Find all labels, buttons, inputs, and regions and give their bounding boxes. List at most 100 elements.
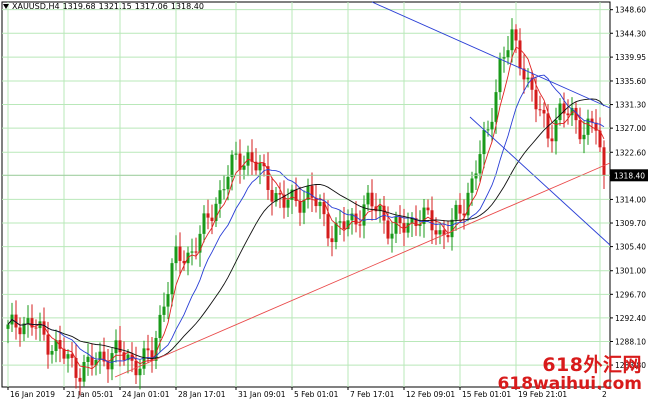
candle-body	[550, 138, 554, 142]
candle-body	[178, 246, 182, 261]
y-tick-label: 1348.60	[615, 6, 646, 15]
candle-body	[486, 129, 490, 131]
candle-body	[414, 218, 418, 226]
candle-body	[506, 50, 510, 58]
candle-body	[566, 113, 570, 116]
chart-menu-triangle-icon[interactable]	[3, 4, 9, 9]
y-tick-label: 1339.95	[615, 53, 646, 62]
candle-body	[166, 294, 170, 307]
candle-body	[466, 192, 470, 216]
candle-body	[114, 340, 118, 354]
candle-body	[82, 362, 86, 382]
support-trendline	[114, 162, 611, 378]
moving-average-mid-line	[7, 74, 605, 363]
candle-body	[258, 163, 262, 171]
candle-body	[226, 176, 230, 190]
y-tick-label: 1309.70	[615, 219, 646, 228]
candle-body	[510, 29, 514, 51]
candle-body	[254, 161, 258, 171]
candle-body	[322, 201, 326, 215]
candle-body	[446, 235, 450, 238]
candle-body	[374, 206, 378, 212]
candle-body	[274, 193, 278, 202]
candle-body	[310, 185, 314, 198]
candle-body	[298, 200, 302, 213]
candle-body	[46, 334, 50, 355]
candle-body	[250, 152, 254, 162]
plot-frame	[1, 1, 611, 388]
candle-body	[146, 348, 150, 351]
candle-body	[14, 314, 18, 328]
candle-body	[434, 230, 438, 235]
candle-body	[402, 223, 406, 233]
candle-body	[406, 223, 410, 233]
candle-body	[362, 204, 366, 226]
candle-body	[438, 230, 442, 235]
moving-average-slow-line	[7, 98, 605, 359]
candle-body	[190, 251, 194, 253]
candle-body	[182, 260, 186, 264]
candle-body	[102, 351, 106, 362]
candle-body	[386, 220, 390, 239]
candle-body	[590, 118, 594, 123]
candle-body	[266, 166, 270, 190]
x-tick-label: 24 Jan 01:01	[122, 390, 170, 399]
candle-body	[410, 218, 414, 224]
candle-body	[450, 219, 454, 238]
candle-body	[538, 109, 542, 111]
candle-body	[586, 118, 590, 135]
candle-body	[422, 207, 426, 225]
symbol-header: XAUUSD,H4 1319.68 1321.15 1317.06 1318.40	[3, 2, 207, 11]
candle-body	[470, 178, 474, 193]
candle-body	[338, 221, 342, 223]
candle-body	[382, 205, 386, 221]
candle-body	[326, 214, 330, 239]
candle-body	[174, 246, 178, 264]
candle-body	[342, 221, 346, 230]
candle-body	[542, 109, 546, 114]
x-tick-label: 16 Jan 2019	[10, 390, 55, 399]
x-tick-label: 19 Feb 21:01	[518, 390, 567, 399]
watermark-line1: 618外汇网	[542, 354, 642, 376]
candle-body	[234, 153, 238, 155]
candle-body	[110, 353, 114, 370]
candle-body	[558, 103, 562, 121]
candle-body	[122, 352, 126, 361]
candle-body	[390, 233, 394, 239]
close-price: 1318.40	[170, 2, 204, 11]
y-tick-label: 1296.70	[615, 290, 646, 299]
high-price: 1321.15	[98, 2, 132, 11]
x-tick-label: 7 Feb 17:01	[350, 390, 395, 399]
x-tick-label: 5 Feb 01:01	[294, 390, 339, 399]
candle-body	[378, 205, 382, 212]
candle-body	[514, 29, 518, 41]
candle-body	[62, 348, 66, 359]
candle-body	[30, 318, 34, 328]
y-tick-label: 1292.40	[615, 314, 646, 323]
candle-body	[118, 340, 122, 353]
candle-body	[214, 203, 218, 222]
candle-body	[598, 130, 602, 148]
candle-body	[370, 192, 374, 207]
candle-body	[98, 351, 102, 360]
candle-body	[502, 57, 506, 59]
candle-body	[6, 324, 10, 329]
x-tick-label: 2	[602, 390, 607, 399]
candle-body	[578, 120, 582, 140]
candle-body	[34, 327, 38, 329]
open-price: 1319.68	[62, 2, 96, 11]
candle-body	[222, 189, 226, 191]
candle-body	[50, 351, 54, 355]
candle-body	[522, 68, 526, 80]
candle-body	[478, 154, 482, 174]
y-tick-label: 1305.40	[615, 243, 646, 252]
candle-body	[302, 199, 306, 213]
candle-body	[58, 340, 62, 349]
candle-body	[90, 356, 94, 366]
candle-body	[334, 222, 338, 243]
y-tick-label: 1331.30	[615, 101, 646, 110]
y-tick-label: 1288.10	[615, 337, 646, 346]
candle-body	[150, 350, 154, 361]
